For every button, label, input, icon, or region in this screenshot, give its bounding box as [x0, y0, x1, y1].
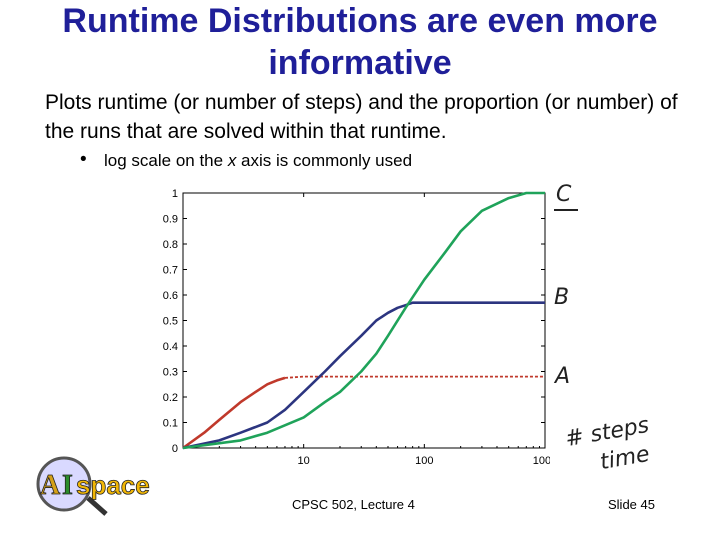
- footer-slide-number: Slide 45: [608, 497, 655, 512]
- annotation-c: C: [556, 182, 572, 207]
- y-tick-label: 0: [172, 443, 178, 455]
- y-tick-label: 1: [172, 188, 178, 200]
- svg-text:A: A: [40, 470, 61, 501]
- bullet-variable: x: [227, 151, 237, 170]
- svg-text:I: I: [62, 470, 73, 501]
- bullet-text: log scale on the x axis is commonly used: [104, 150, 412, 172]
- series-a-line: [182, 376, 286, 450]
- y-tick-label: 0.4: [163, 341, 178, 353]
- bullet-prefix: log scale on the: [104, 151, 228, 170]
- annotation-b: B: [554, 285, 570, 310]
- aispace-logo: A I space: [36, 456, 150, 516]
- annotation-c-underline: [554, 209, 578, 211]
- y-tick-label: 0.7: [163, 265, 178, 277]
- y-tick-label: 0.5: [163, 316, 178, 328]
- svg-text:space: space: [76, 470, 150, 500]
- y-tick-label: 0.6: [163, 290, 178, 302]
- x-tick-label: 10: [298, 455, 310, 467]
- slide-title: Runtime Distributions are even more info…: [62, 2, 658, 82]
- plot-frame: [182, 192, 546, 449]
- annotation-time: time: [598, 441, 652, 476]
- body-paragraph: Plots runtime (or number of steps) and t…: [45, 91, 678, 143]
- bullet-dot: •: [80, 149, 87, 170]
- annotation-a: A: [555, 364, 571, 389]
- x-tick-label: 100: [415, 455, 433, 467]
- series-a-plateau: [284, 375, 545, 379]
- y-tick-label: 0.8: [163, 239, 178, 251]
- x-tick-label: 1000: [533, 455, 550, 467]
- bullet-suffix: axis is commonly used: [236, 151, 413, 170]
- y-tick-label: 0.2: [163, 392, 178, 404]
- series-b-line: [182, 301, 545, 450]
- y-tick-label: 0.9: [163, 214, 178, 226]
- footer-lecture: CPSC 502, Lecture 4: [292, 497, 415, 512]
- y-tick-label: 0.3: [163, 367, 178, 379]
- runtime-distribution-chart: 0 0.1 0.2 0.3 0.4 0.5 0.6 0.7 0.8 0.9 1 10 100 1000: [163, 188, 550, 467]
- series-c-line: [182, 191, 545, 450]
- y-tick-label: 0.1: [163, 418, 178, 430]
